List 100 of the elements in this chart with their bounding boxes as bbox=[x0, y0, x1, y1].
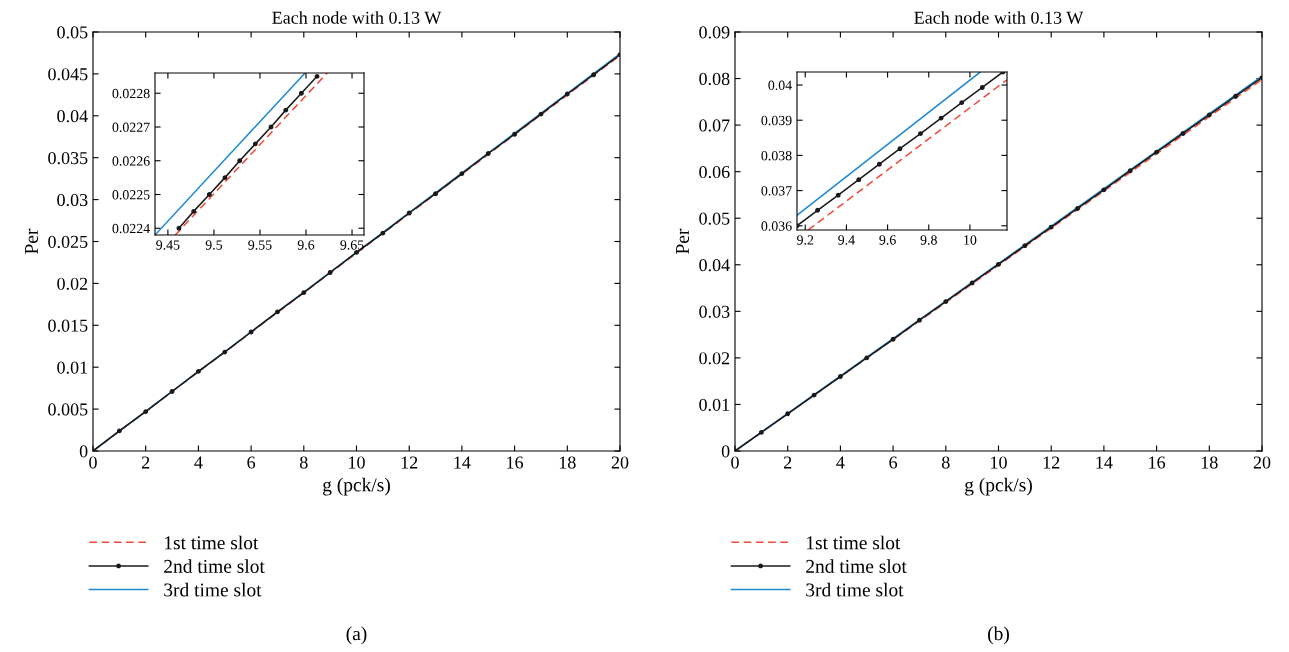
y-tick-label: 0.0227 bbox=[112, 122, 150, 133]
y-tick-label: 0.01 bbox=[57, 361, 88, 374]
point bbox=[864, 355, 870, 361]
point bbox=[327, 270, 333, 275]
point bbox=[897, 146, 903, 152]
y-tick-label: 0.036 bbox=[761, 221, 792, 231]
point bbox=[1127, 168, 1133, 174]
x-tick-label: 2 bbox=[783, 456, 792, 469]
x-tick-label: 10 bbox=[991, 456, 1007, 469]
y-tick-label: 0.02 bbox=[57, 277, 88, 290]
point bbox=[176, 225, 182, 231]
y-tick-label: 0.0225 bbox=[112, 190, 150, 200]
x-tick-label: 9.4 bbox=[838, 235, 855, 245]
point bbox=[996, 261, 1001, 267]
x-tick-label: 6 bbox=[889, 456, 898, 469]
point bbox=[406, 210, 412, 216]
point bbox=[969, 280, 975, 286]
point bbox=[1022, 243, 1028, 249]
y-tick-label: 0.038 bbox=[761, 150, 792, 161]
x-tick-label: 4 bbox=[194, 456, 203, 469]
x-tick-label: 9.45 bbox=[156, 240, 180, 250]
x-tick-label: 20 bbox=[611, 456, 629, 469]
text: (b) bbox=[988, 626, 1009, 645]
point bbox=[283, 107, 289, 113]
point bbox=[143, 409, 149, 415]
y-tick-label: 0.01 bbox=[699, 398, 730, 411]
legend-label: 3rd time slot bbox=[164, 582, 262, 597]
y-tick-label: 0.06 bbox=[699, 165, 730, 179]
legend-label: 2nd time slot bbox=[164, 559, 265, 573]
y-tick-label: 0.04 bbox=[699, 259, 730, 272]
x-tick-label: 6 bbox=[247, 456, 256, 469]
point bbox=[835, 192, 841, 198]
y-tick-label: 0.02 bbox=[699, 352, 730, 365]
y-tick-label: 0.045 bbox=[48, 68, 88, 81]
point bbox=[538, 111, 544, 117]
x-tick-label: 16 bbox=[507, 456, 524, 469]
point bbox=[1075, 206, 1080, 211]
point bbox=[837, 374, 843, 379]
x-tick-label: 18 bbox=[559, 456, 576, 469]
point bbox=[206, 192, 212, 197]
point bbox=[222, 175, 228, 181]
legend-label: 1st time slot bbox=[807, 535, 901, 550]
point bbox=[811, 392, 817, 398]
point bbox=[169, 389, 175, 394]
point bbox=[1048, 224, 1054, 230]
y-tick-label: 0.03 bbox=[57, 193, 88, 207]
y-tick-label: 0.07 bbox=[699, 119, 730, 132]
y-tick-label: 0.05 bbox=[699, 212, 730, 225]
y-tick-label: 0.0228 bbox=[112, 88, 150, 99]
x-tick-label: 0 bbox=[731, 456, 739, 469]
y-tick-label: 0.035 bbox=[48, 151, 88, 165]
x-tick-label: 9.5 bbox=[205, 240, 223, 250]
x-tick-label: 12 bbox=[401, 456, 418, 469]
x-tick-label: 10 bbox=[964, 235, 977, 245]
legend-label: 2nd time slot bbox=[806, 559, 907, 573]
point bbox=[856, 177, 862, 183]
y-tick-label: 0.039 bbox=[761, 115, 792, 126]
y-tick-label: 0.037 bbox=[761, 186, 792, 196]
x-tick-label: 9.6 bbox=[297, 240, 315, 250]
point bbox=[1154, 149, 1160, 155]
y-tick-label: 0.015 bbox=[48, 319, 88, 332]
point bbox=[512, 131, 518, 137]
y-tick-label: 0.005 bbox=[48, 403, 88, 416]
point bbox=[191, 208, 197, 214]
y-tick-label: 0 bbox=[79, 445, 88, 458]
point bbox=[758, 429, 764, 435]
point bbox=[918, 131, 923, 137]
point bbox=[1101, 187, 1107, 193]
point bbox=[1206, 112, 1212, 118]
point bbox=[195, 368, 201, 374]
x-tick-label: 18 bbox=[1201, 456, 1218, 469]
point bbox=[237, 158, 243, 164]
point bbox=[252, 141, 258, 147]
point bbox=[1180, 131, 1186, 136]
point bbox=[222, 349, 228, 355]
point bbox=[380, 230, 386, 236]
x-tick-label: 9.2 bbox=[797, 235, 814, 245]
x-tick-label: 4 bbox=[836, 456, 845, 469]
point bbox=[433, 191, 438, 197]
y-axis-title: Per bbox=[25, 228, 39, 254]
legend-label: 1st time slot bbox=[165, 535, 259, 550]
y-tick-label: 0.04 bbox=[768, 80, 792, 91]
x-tick-label: 9.65 bbox=[340, 240, 364, 250]
y-tick-label: 0.05 bbox=[57, 26, 88, 39]
point bbox=[485, 151, 491, 156]
point bbox=[785, 411, 791, 417]
point bbox=[815, 207, 821, 213]
point bbox=[275, 309, 280, 315]
point bbox=[314, 73, 320, 79]
x-axis-title: g (pck/s) bbox=[965, 477, 1032, 496]
x-tick-label: 9.6 bbox=[879, 235, 896, 245]
y-tick-label: 0.04 bbox=[57, 110, 88, 123]
point bbox=[591, 72, 597, 78]
point bbox=[301, 290, 307, 296]
x-tick-label: 10 bbox=[349, 456, 365, 469]
x-tick-label: 16 bbox=[1149, 456, 1166, 469]
x-tick-label: 20 bbox=[1253, 456, 1271, 469]
x-tick-label: 14 bbox=[1096, 456, 1113, 469]
text: (a) bbox=[346, 626, 367, 645]
y-tick-label: 0.025 bbox=[48, 235, 88, 249]
